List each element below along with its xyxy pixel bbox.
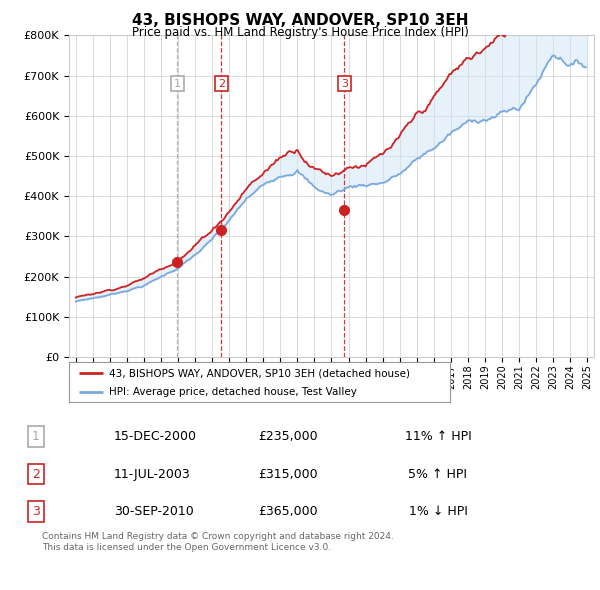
Text: 5% ↑ HPI: 5% ↑ HPI xyxy=(409,468,467,481)
Text: Price paid vs. HM Land Registry's House Price Index (HPI): Price paid vs. HM Land Registry's House … xyxy=(131,26,469,39)
Text: HPI: Average price, detached house, Test Valley: HPI: Average price, detached house, Test… xyxy=(109,386,357,396)
Text: 2: 2 xyxy=(32,468,40,481)
Text: 43, BISHOPS WAY, ANDOVER, SP10 3EH (detached house): 43, BISHOPS WAY, ANDOVER, SP10 3EH (deta… xyxy=(109,368,410,378)
Text: 1: 1 xyxy=(32,430,40,443)
Text: 3: 3 xyxy=(341,78,348,88)
Text: 43, BISHOPS WAY, ANDOVER, SP10 3EH: 43, BISHOPS WAY, ANDOVER, SP10 3EH xyxy=(132,13,468,28)
Text: 1: 1 xyxy=(174,78,181,88)
Text: 3: 3 xyxy=(32,505,40,518)
Text: 30-SEP-2010: 30-SEP-2010 xyxy=(114,505,194,518)
Text: 11-JUL-2003: 11-JUL-2003 xyxy=(114,468,191,481)
Text: £365,000: £365,000 xyxy=(258,505,318,518)
Text: 11% ↑ HPI: 11% ↑ HPI xyxy=(404,430,472,443)
Text: Contains HM Land Registry data © Crown copyright and database right 2024.
This d: Contains HM Land Registry data © Crown c… xyxy=(42,532,394,552)
Text: £315,000: £315,000 xyxy=(258,468,318,481)
Text: £235,000: £235,000 xyxy=(258,430,318,443)
Text: 2: 2 xyxy=(218,78,225,88)
Text: 15-DEC-2000: 15-DEC-2000 xyxy=(114,430,197,443)
Text: 1% ↓ HPI: 1% ↓ HPI xyxy=(409,505,467,518)
